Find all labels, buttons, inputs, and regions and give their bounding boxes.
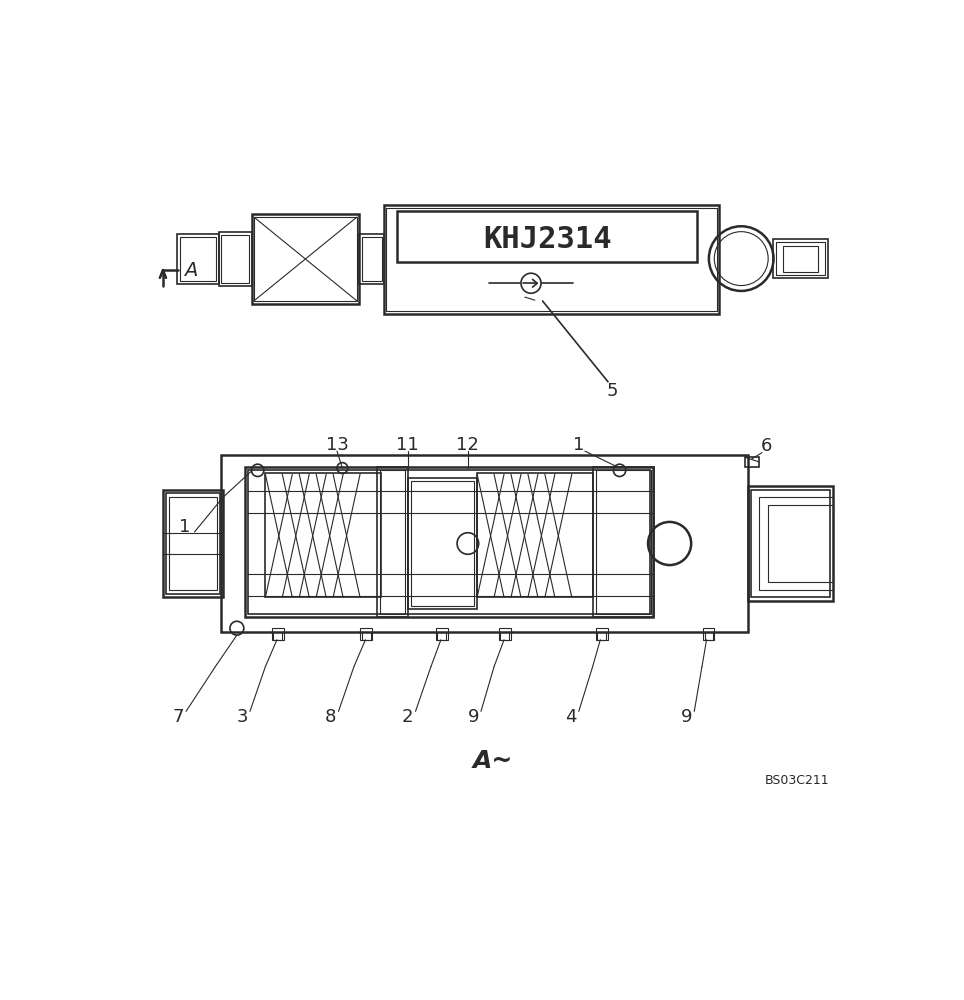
Bar [273, 632, 282, 640]
Bar [362, 632, 371, 640]
Bar [222, 455, 748, 632]
Bar [773, 239, 828, 278]
Bar [768, 505, 833, 582]
Bar [265, 473, 381, 597]
Text: BS03C211: BS03C211 [765, 774, 830, 787]
Bar [362, 237, 382, 281]
Bar [498, 628, 511, 640]
Bar [361, 628, 372, 640]
Text: 2: 2 [402, 708, 414, 726]
Bar [222, 235, 249, 283]
Bar [408, 478, 477, 609]
Bar [759, 497, 833, 590]
Text: 13: 13 [326, 436, 348, 454]
Bar [166, 493, 220, 594]
Bar [437, 632, 446, 640]
Bar [272, 628, 283, 640]
Bar [360, 234, 384, 284]
Text: 12: 12 [456, 436, 479, 454]
Text: 9: 9 [468, 708, 479, 726]
Bar [500, 632, 509, 640]
Bar [704, 628, 714, 640]
Bar [176, 234, 219, 284]
Text: 5: 5 [606, 382, 618, 400]
Bar [163, 490, 223, 597]
Bar [598, 632, 606, 640]
Bar [596, 628, 608, 640]
Text: 4: 4 [565, 708, 576, 726]
Bar [387, 208, 716, 311]
Bar [436, 628, 448, 640]
Bar [745, 457, 759, 466]
Bar [748, 486, 833, 601]
Text: 1: 1 [179, 518, 190, 536]
Bar [248, 470, 650, 614]
Bar [384, 205, 719, 314]
Bar [705, 632, 712, 640]
Bar [783, 246, 818, 272]
Text: 8: 8 [325, 708, 336, 726]
Bar [169, 497, 217, 590]
Bar [252, 214, 360, 304]
Bar [180, 237, 216, 281]
Text: 9: 9 [681, 708, 692, 726]
Bar [593, 466, 655, 617]
Bar [477, 473, 593, 597]
Bar [397, 211, 697, 262]
Bar [751, 490, 830, 597]
Text: A~: A~ [472, 749, 513, 773]
Bar [219, 232, 252, 286]
Text: 3: 3 [236, 708, 248, 726]
Bar [411, 481, 474, 606]
Bar [776, 242, 825, 275]
Bar [596, 470, 651, 614]
Text: 1: 1 [573, 436, 584, 454]
Text: KHJ2314: KHJ2314 [483, 225, 611, 254]
Bar [245, 466, 653, 617]
Bar [377, 466, 408, 617]
Text: A: A [184, 261, 198, 280]
Bar [380, 470, 405, 614]
Bar [254, 217, 357, 301]
Text: 11: 11 [396, 436, 419, 454]
Text: 7: 7 [173, 708, 184, 726]
Text: 6: 6 [761, 437, 772, 455]
